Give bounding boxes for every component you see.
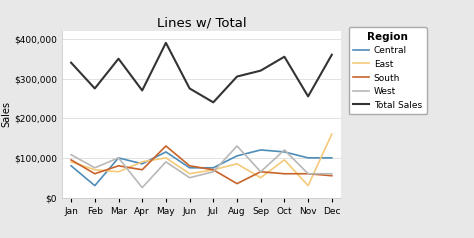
Line: West: West <box>71 146 332 188</box>
East <box>305 184 311 187</box>
Central <box>187 166 192 169</box>
East <box>210 168 216 171</box>
Central <box>92 184 98 187</box>
Total Sales <box>163 41 169 44</box>
East <box>68 160 74 163</box>
Total Sales <box>139 89 145 92</box>
Line: East: East <box>71 134 332 186</box>
Total Sales <box>329 53 335 56</box>
East <box>92 168 98 171</box>
Central <box>282 150 287 153</box>
Total Sales <box>282 55 287 58</box>
South <box>139 168 145 171</box>
South <box>187 164 192 167</box>
West <box>116 156 121 159</box>
Central <box>163 150 169 153</box>
Legend: Central, East, South, West, Total Sales: Central, East, South, West, Total Sales <box>348 27 427 114</box>
South <box>329 174 335 177</box>
Central <box>210 166 216 169</box>
Y-axis label: Sales: Sales <box>1 101 11 127</box>
West <box>282 149 287 151</box>
East <box>187 172 192 175</box>
West <box>163 160 169 163</box>
West <box>305 172 311 175</box>
West <box>187 176 192 179</box>
West <box>68 153 74 156</box>
East <box>234 162 240 165</box>
Line: South: South <box>71 146 332 184</box>
Total Sales <box>92 87 98 90</box>
South <box>68 159 74 161</box>
East <box>329 133 335 135</box>
South <box>92 172 98 175</box>
Total Sales <box>210 101 216 104</box>
Line: Total Sales: Total Sales <box>71 43 332 102</box>
South <box>282 172 287 175</box>
West <box>139 186 145 189</box>
West <box>234 144 240 147</box>
Total Sales <box>187 87 192 90</box>
Total Sales <box>234 75 240 78</box>
Central <box>305 156 311 159</box>
Total Sales <box>116 57 121 60</box>
East <box>258 176 264 179</box>
South <box>305 172 311 175</box>
Central <box>139 162 145 165</box>
West <box>210 170 216 173</box>
Central <box>234 154 240 157</box>
East <box>282 159 287 161</box>
East <box>139 160 145 163</box>
East <box>163 156 169 159</box>
West <box>329 172 335 175</box>
South <box>116 164 121 167</box>
South <box>210 168 216 171</box>
West <box>92 166 98 169</box>
South <box>258 170 264 173</box>
Central <box>258 149 264 151</box>
Title: Lines w/ Total: Lines w/ Total <box>156 17 246 30</box>
South <box>234 182 240 185</box>
South <box>163 144 169 147</box>
Central <box>68 164 74 167</box>
Line: Central: Central <box>71 150 332 186</box>
West <box>258 170 264 173</box>
Total Sales <box>305 95 311 98</box>
East <box>116 170 121 173</box>
Central <box>329 156 335 159</box>
Total Sales <box>68 61 74 64</box>
Total Sales <box>258 69 264 72</box>
Central <box>116 156 121 159</box>
